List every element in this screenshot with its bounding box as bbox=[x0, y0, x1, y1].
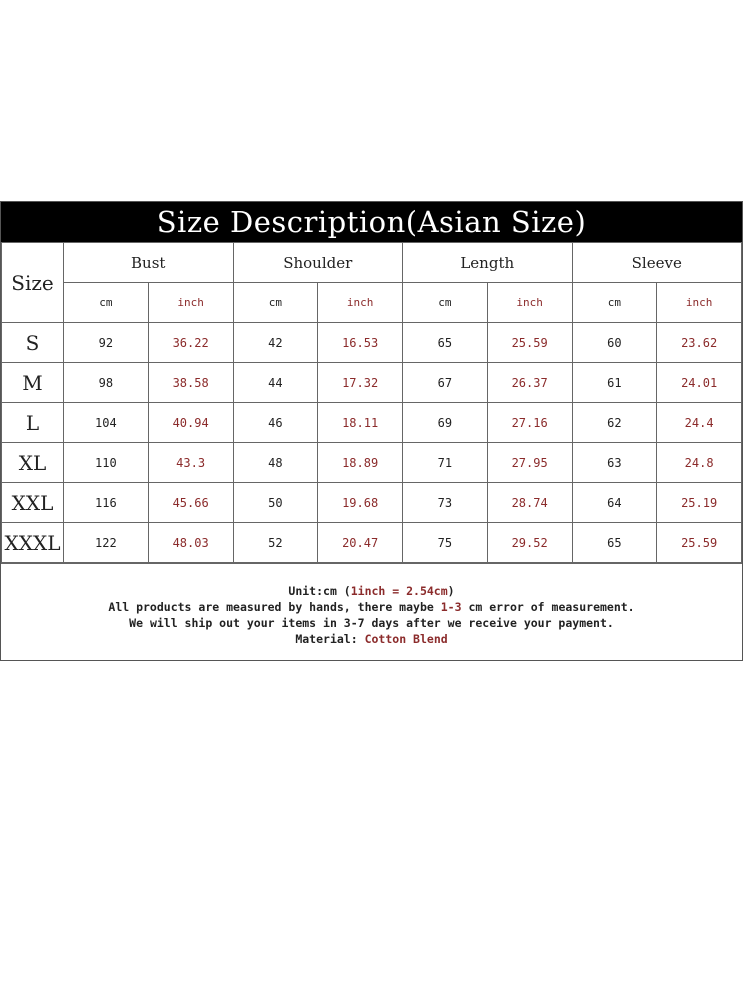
value-cm: 60 bbox=[571, 322, 658, 363]
value-cm: 42 bbox=[232, 322, 319, 363]
value-cm: 71 bbox=[402, 442, 488, 483]
size-label: M bbox=[1, 362, 64, 403]
value-inch: 27.16 bbox=[486, 402, 573, 443]
size-header: Size bbox=[1, 242, 64, 323]
size-label: XL bbox=[1, 442, 64, 483]
group-bust: Bust bbox=[63, 242, 234, 283]
value-cm: 52 bbox=[232, 522, 319, 563]
value-cm: 122 bbox=[63, 522, 149, 563]
value-cm: 92 bbox=[63, 322, 149, 363]
value-cm: 65 bbox=[402, 322, 488, 363]
value-inch: 28.74 bbox=[486, 482, 573, 523]
measure-note-suffix: cm error of measurement. bbox=[461, 600, 635, 614]
unit-inch: inch bbox=[486, 282, 573, 323]
value-cm: 75 bbox=[402, 522, 488, 563]
value-cm: 65 bbox=[571, 522, 658, 563]
unit-note-conversion: 1inch = 2.54cm bbox=[350, 584, 448, 598]
value-inch: 24.01 bbox=[656, 362, 742, 403]
unit-note: Unit:cm (1inch = 2.54cm) bbox=[1, 583, 742, 599]
value-inch: 40.94 bbox=[147, 402, 234, 443]
value-cm: 46 bbox=[232, 402, 319, 443]
value-cm: 62 bbox=[571, 402, 658, 443]
measure-note: All products are measured by hands, ther… bbox=[1, 599, 742, 615]
material-value: Cotton Blend bbox=[364, 632, 448, 646]
value-inch: 48.03 bbox=[147, 522, 234, 563]
value-inch: 29.52 bbox=[486, 522, 573, 563]
value-cm: 61 bbox=[571, 362, 658, 403]
value-cm: 116 bbox=[63, 482, 149, 523]
table-row: S 92 36.22 42 16.53 65 25.59 60 23.62 bbox=[1, 322, 742, 363]
measure-note-prefix: All products are measured by hands, ther… bbox=[108, 600, 441, 614]
size-label: XXXL bbox=[1, 522, 64, 563]
value-inch: 24.8 bbox=[656, 442, 742, 483]
value-cm: 98 bbox=[63, 362, 149, 403]
material-note: Material: Cotton Blend bbox=[1, 631, 742, 647]
unit-cm: cm bbox=[571, 282, 658, 323]
ship-note: We will ship out your items in 3-7 days … bbox=[129, 616, 614, 630]
value-inch: 18.11 bbox=[317, 402, 403, 443]
value-cm: 73 bbox=[402, 482, 488, 523]
value-inch: 27.95 bbox=[486, 442, 573, 483]
unit-cm: cm bbox=[402, 282, 488, 323]
footer-notes: Unit:cm (1inch = 2.54cm) All products ar… bbox=[1, 563, 742, 660]
value-inch: 20.47 bbox=[317, 522, 403, 563]
value-inch: 26.37 bbox=[486, 362, 573, 403]
measure-note-range: 1-3 bbox=[440, 600, 462, 614]
size-chart: Size Description(Asian Size) Size Bust S… bbox=[0, 201, 743, 661]
material-label: Material: bbox=[295, 632, 365, 646]
chart-title: Size Description(Asian Size) bbox=[1, 202, 742, 242]
unit-row: cm inch cm inch cm inch cm inch bbox=[2, 282, 742, 323]
value-inch: 25.59 bbox=[486, 322, 573, 363]
value-inch: 38.58 bbox=[147, 362, 234, 403]
value-cm: 44 bbox=[232, 362, 319, 403]
table-row: XXL 116 45.66 50 19.68 73 28.74 64 25.19 bbox=[1, 482, 742, 523]
unit-inch: inch bbox=[656, 282, 742, 323]
value-inch: 23.62 bbox=[656, 322, 742, 363]
value-inch: 25.19 bbox=[656, 482, 742, 523]
value-inch: 17.32 bbox=[317, 362, 403, 403]
size-label: XXL bbox=[1, 482, 64, 523]
value-inch: 25.59 bbox=[656, 522, 742, 563]
value-inch: 18.89 bbox=[317, 442, 403, 483]
value-inch: 36.22 bbox=[147, 322, 234, 363]
group-shoulder: Shoulder bbox=[232, 242, 403, 283]
unit-inch: inch bbox=[317, 282, 403, 323]
header-row: Size Bust Shoulder Length Sleeve bbox=[1, 242, 742, 323]
value-cm: 64 bbox=[571, 482, 658, 523]
value-cm: 69 bbox=[402, 402, 488, 443]
unit-cm: cm bbox=[232, 282, 319, 323]
unit-note-prefix: Unit:cm ( bbox=[288, 584, 351, 598]
size-label: L bbox=[1, 402, 64, 443]
value-inch: 16.53 bbox=[317, 322, 403, 363]
value-inch: 45.66 bbox=[147, 482, 234, 523]
unit-inch: inch bbox=[147, 282, 234, 323]
value-inch: 24.4 bbox=[656, 402, 742, 443]
table-row: XL 110 43.3 48 18.89 71 27.95 63 24.8 bbox=[1, 442, 742, 483]
value-cm: 50 bbox=[232, 482, 319, 523]
value-cm: 104 bbox=[63, 402, 149, 443]
value-cm: 67 bbox=[402, 362, 488, 403]
group-sleeve: Sleeve bbox=[571, 242, 742, 283]
value-cm: 63 bbox=[571, 442, 658, 483]
value-inch: 43.3 bbox=[147, 442, 234, 483]
group-length: Length bbox=[402, 242, 573, 283]
size-label: S bbox=[1, 322, 64, 363]
table-row: L 104 40.94 46 18.11 69 27.16 62 24.4 bbox=[1, 402, 742, 443]
value-cm: 110 bbox=[63, 442, 149, 483]
value-inch: 19.68 bbox=[317, 482, 403, 523]
unit-note-suffix: ) bbox=[447, 584, 455, 598]
table-row: XXXL 122 48.03 52 20.47 75 29.52 65 25.59 bbox=[1, 522, 742, 563]
size-table: Size Bust Shoulder Length Sleeve cm inch c… bbox=[1, 242, 742, 563]
unit-cm: cm bbox=[63, 282, 149, 323]
table-row: M 98 38.58 44 17.32 67 26.37 61 24.01 bbox=[1, 362, 742, 403]
value-cm: 48 bbox=[232, 442, 319, 483]
